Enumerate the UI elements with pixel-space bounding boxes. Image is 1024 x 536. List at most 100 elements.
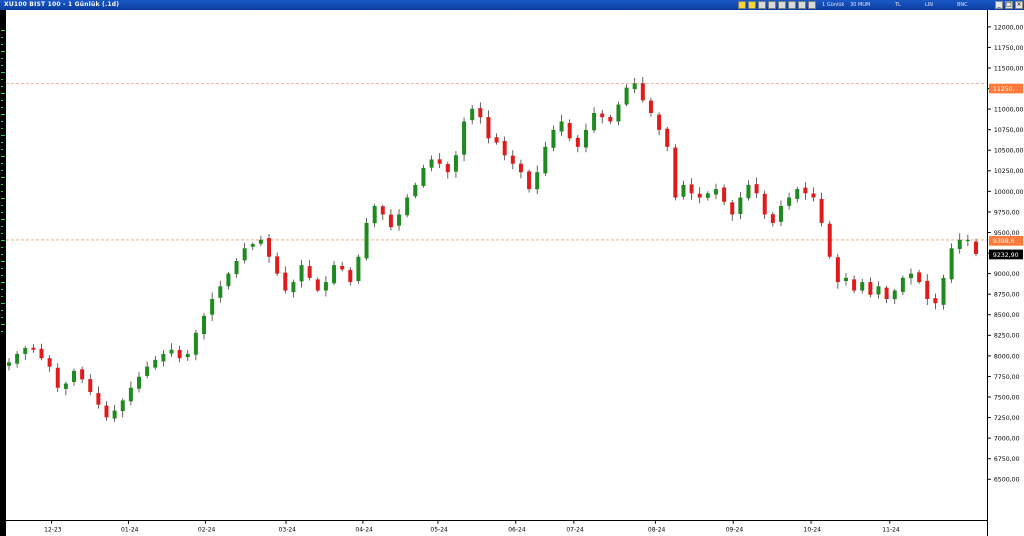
status-scale[interactable]: LIN [925, 2, 934, 8]
close-icon[interactable]: × [1015, 1, 1023, 9]
y-tick-label: 7500,00 [994, 394, 1020, 401]
candle-up [429, 159, 434, 168]
toolbar-tick [1, 240, 5, 241]
toolbar-tick [1, 142, 3, 143]
minimize-icon[interactable]: _ [995, 1, 1003, 9]
candle-down [770, 214, 775, 223]
candle-down [697, 193, 702, 198]
candle-up [413, 184, 418, 197]
maximize-icon[interactable]: □ [1005, 1, 1013, 9]
candle-down [974, 241, 978, 254]
toolbar-tick [1, 205, 3, 206]
last-price-label: 9232,90 [993, 252, 1019, 259]
candle-up [364, 222, 369, 259]
candle-down [47, 358, 52, 367]
candle-up [900, 277, 905, 292]
chart-tool-icon[interactable] [738, 1, 746, 9]
y-tick-label: 6500,00 [994, 477, 1020, 484]
candle-down [608, 116, 613, 122]
toolbar-tick [1, 268, 3, 269]
y-tick-label: 9000,00 [994, 271, 1020, 278]
candle-down [827, 223, 832, 257]
x-tick-label: 08-24 [648, 526, 666, 533]
candle-down [730, 202, 735, 215]
status-period[interactable]: 1 Günlük [822, 2, 845, 8]
toolbar-tick [1, 37, 3, 38]
left-toolbar[interactable] [0, 10, 6, 536]
candle-down [340, 265, 345, 270]
candle-up [372, 206, 377, 224]
toolbar-tick [1, 219, 5, 220]
toolbar-tick [1, 79, 3, 80]
toolbar-tick [1, 86, 3, 87]
candle-up [242, 248, 247, 261]
candle-up [965, 239, 970, 242]
status-currency[interactable]: TL [895, 2, 901, 8]
crosshair-icon[interactable] [768, 1, 776, 9]
y-tick-label: 8250,00 [994, 333, 1020, 340]
toolbar-tick [1, 156, 5, 157]
toolbar-tick [1, 58, 3, 59]
toolbar-tick [1, 275, 3, 276]
reference-badge [988, 83, 1024, 94]
x-axis: 12-23 01-24 02-24 03-24 04-24 05-24 06-24 07-24… [6, 520, 987, 536]
candle-down [673, 147, 678, 198]
candle-down [104, 405, 109, 418]
candle-down [811, 193, 816, 198]
candle-up [193, 332, 198, 355]
candle-up [112, 410, 117, 419]
candle-down [754, 184, 759, 194]
indicator-icon[interactable] [788, 1, 796, 9]
settings-icon[interactable] [778, 1, 786, 9]
y-tick-label: 9500,00 [994, 230, 1020, 237]
toolbar-tick [1, 135, 5, 136]
candle-up [72, 370, 77, 382]
candle-up [713, 189, 718, 195]
candle-up [453, 155, 458, 172]
last-price-badge [988, 249, 1024, 260]
toolbar-tick [1, 254, 3, 255]
candle-up [787, 197, 792, 206]
toolbar-tick [1, 44, 3, 45]
candle-up [535, 172, 540, 190]
candle-down [819, 198, 824, 223]
layout-icon[interactable] [798, 1, 806, 9]
y-tick-label: 10500,00 [994, 148, 1024, 155]
candle-up [843, 277, 848, 282]
print-icon[interactable] [808, 1, 816, 9]
chart-plot-area[interactable] [6, 10, 987, 520]
candle-up [137, 376, 142, 389]
candle-down [348, 269, 353, 283]
toolbar-tick [1, 163, 3, 164]
toolbar-tick [1, 107, 3, 108]
candle-up [592, 113, 597, 131]
toolbar-tick [1, 149, 3, 150]
candle-up [746, 184, 751, 199]
toolbar-tick [1, 331, 3, 332]
x-tick-label: 10-24 [804, 526, 822, 533]
zoom-icon[interactable] [758, 1, 766, 9]
toolbar-tick [1, 310, 3, 311]
candle-up [949, 248, 954, 280]
status-mode[interactable]: BNC [957, 2, 968, 8]
candle-up [169, 349, 174, 354]
y-tick-label: 10000,00 [994, 189, 1024, 196]
candle-down [884, 287, 889, 299]
toolbar-tick [1, 296, 3, 297]
y-tick-label: 7750,00 [994, 374, 1020, 381]
candle-down [527, 171, 532, 190]
candle-up [543, 146, 548, 174]
y-tick-label: 11500,00 [994, 65, 1024, 72]
status-bar-count[interactable]: 30 MUM [850, 2, 871, 8]
toolbar-tick [1, 114, 5, 115]
candle-down [177, 349, 182, 359]
candle-down [852, 279, 857, 291]
y-tick-label: 11000,00 [994, 107, 1024, 114]
candle-down [437, 159, 442, 164]
candle-up [63, 383, 68, 389]
drawing-tool-icon[interactable] [748, 1, 756, 9]
candle-up [876, 286, 881, 295]
candle-up [559, 121, 564, 132]
toolbar-tick [1, 100, 3, 101]
candle-up [218, 286, 223, 298]
